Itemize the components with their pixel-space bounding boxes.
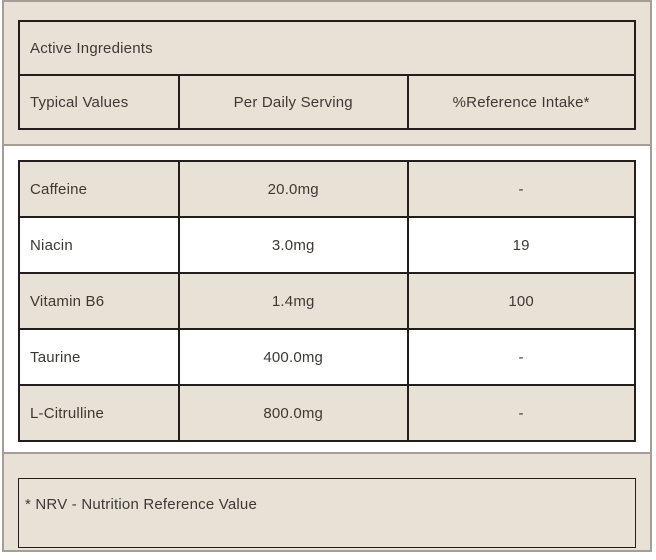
footnote-section: * NRV - Nutrition Reference Value	[4, 454, 650, 548]
reference-intake-cell: 100	[407, 272, 636, 330]
ingredient-row-caffeine: Caffeine 20.0mg -	[17, 160, 636, 218]
ingredients-section: Caffeine 20.0mg - Niacin 3.0mg 19 Vitami…	[4, 144, 650, 454]
reference-intake-cell: -	[407, 384, 636, 442]
column-header-row: Typical Values Per Daily Serving %Refere…	[17, 74, 636, 130]
reference-intake-cell: -	[407, 328, 636, 386]
ingredient-row-vitamin-b6: Vitamin B6 1.4mg 100	[17, 272, 636, 330]
ingredient-row-l-citrulline: L-Citrulline 800.0mg -	[17, 384, 636, 442]
column-header-typical-values: Typical Values	[17, 74, 181, 130]
ingredient-name-cell: Niacin	[17, 216, 181, 274]
reference-intake-cell: -	[407, 160, 636, 218]
footnote-box: * NRV - Nutrition Reference Value	[18, 478, 636, 548]
ingredient-name-cell: Taurine	[17, 328, 181, 386]
footnote-text: * NRV - Nutrition Reference Value	[25, 496, 257, 513]
table-title-row: Active Ingredients	[18, 20, 636, 76]
column-header-per-daily-serving: Per Daily Serving	[178, 74, 410, 130]
section-title: Active Ingredients	[18, 20, 636, 76]
ingredient-name-cell: Caffeine	[17, 160, 181, 218]
per-daily-serving-cell: 800.0mg	[178, 384, 410, 442]
header-section: Active Ingredients Typical Values Per Da…	[4, 2, 650, 144]
active-ingredients-header-table: Active Ingredients Typical Values Per Da…	[17, 20, 636, 130]
per-daily-serving-cell: 1.4mg	[178, 272, 410, 330]
per-daily-serving-cell: 20.0mg	[178, 160, 410, 218]
ingredient-name-cell: L-Citrulline	[17, 384, 181, 442]
reference-intake-cell: 19	[407, 216, 636, 274]
ingredient-row-niacin: Niacin 3.0mg 19	[17, 216, 636, 274]
per-daily-serving-cell: 3.0mg	[178, 216, 410, 274]
per-daily-serving-cell: 400.0mg	[178, 328, 410, 386]
ingredient-name-cell: Vitamin B6	[17, 272, 181, 330]
nutrition-info-panel: Active Ingredients Typical Values Per Da…	[2, 0, 652, 552]
ingredient-row-taurine: Taurine 400.0mg -	[17, 328, 636, 386]
ingredients-table: Caffeine 20.0mg - Niacin 3.0mg 19 Vitami…	[17, 160, 636, 442]
column-header-reference-intake: %Reference Intake*	[407, 74, 636, 130]
